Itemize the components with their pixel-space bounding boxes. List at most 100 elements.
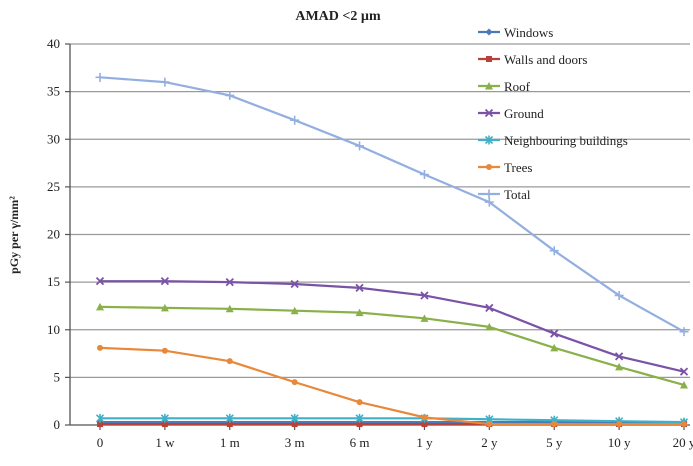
data-point — [160, 413, 169, 423]
legend-swatch-marker — [485, 82, 493, 90]
x-tick-label: 3 m — [285, 435, 305, 450]
y-tick-label: 5 — [54, 369, 61, 384]
series-layer — [95, 72, 689, 428]
data-point — [97, 421, 103, 428]
data-point — [485, 303, 494, 312]
legend-swatch-marker — [484, 135, 494, 145]
data-point — [419, 169, 429, 179]
legend-swatch-marker — [486, 56, 492, 62]
x-tick-label: 0 — [97, 435, 104, 450]
data-point — [225, 304, 234, 313]
data-point — [225, 90, 235, 100]
data-point — [290, 115, 300, 125]
legend-label: Trees — [504, 160, 532, 175]
data-point — [614, 290, 624, 300]
legend-item: Ground — [478, 106, 544, 121]
data-point — [161, 347, 168, 354]
y-tick-label: 0 — [54, 417, 61, 432]
grid-layer — [70, 43, 690, 379]
series-roof — [96, 302, 688, 389]
data-point — [681, 421, 687, 428]
y-tick-label: 25 — [47, 179, 60, 194]
data-point — [680, 380, 688, 389]
y-axis-label: pGy per γ/mm² — [7, 196, 21, 274]
y-tick-label: 20 — [47, 227, 60, 242]
data-point — [485, 322, 494, 331]
data-point — [484, 197, 494, 207]
data-point — [355, 141, 365, 151]
data-point — [421, 414, 428, 421]
legend-item: Windows — [478, 25, 553, 40]
x-tick-label: 10 y — [608, 435, 631, 450]
series-line — [99, 76, 685, 333]
x-tick-label: 1 w — [155, 435, 175, 450]
y-tick-label: 15 — [47, 274, 60, 289]
data-point — [549, 246, 559, 256]
x-tick-label: 1 y — [416, 435, 433, 450]
series-line — [99, 305, 685, 387]
data-point — [160, 277, 170, 286]
legend-item: Neighbouring buildings — [478, 133, 628, 148]
data-point — [95, 72, 105, 82]
legend-swatch-marker — [485, 28, 493, 36]
series-total — [95, 72, 689, 337]
data-point — [679, 367, 689, 376]
data-point — [96, 302, 104, 311]
data-point — [550, 343, 559, 352]
legend-item: Total — [478, 187, 531, 202]
data-point — [225, 413, 234, 423]
legend-label: Roof — [504, 79, 531, 94]
x-tick-label: 20 y — [673, 435, 693, 450]
chart-title: AMAD <2 µm — [295, 9, 381, 24]
data-point — [95, 277, 105, 286]
data-point — [355, 413, 364, 423]
data-point — [420, 291, 429, 300]
data-point — [95, 413, 105, 423]
data-point — [225, 277, 234, 287]
legend-label: Walls and doors — [504, 52, 587, 67]
legend-item: Trees — [478, 160, 532, 175]
data-point — [226, 358, 233, 365]
data-point — [355, 308, 364, 317]
legend-item: Walls and doors — [478, 52, 587, 67]
data-point — [355, 283, 364, 292]
x-tick-label: 1 m — [220, 435, 240, 450]
data-point — [550, 329, 559, 338]
y-tick-label: 35 — [47, 84, 60, 99]
legend-swatch-marker — [484, 108, 494, 118]
series-line — [99, 346, 684, 426]
data-point — [291, 379, 298, 386]
data-point — [160, 303, 169, 312]
data-point — [615, 362, 624, 371]
data-point — [551, 421, 558, 428]
legend-swatch-marker — [486, 164, 492, 170]
legend: Windows Walls and doors Roof Ground Neighbou… — [478, 25, 628, 202]
legend-label: Ground — [504, 106, 544, 121]
data-point — [226, 421, 233, 428]
legend-label: Neighbouring buildings — [504, 133, 628, 148]
data-point — [486, 421, 493, 428]
series-line — [100, 417, 685, 424]
x-tick-label: 2 y — [481, 435, 498, 450]
series-line — [100, 280, 685, 373]
data-point — [290, 413, 299, 423]
data-point — [356, 399, 363, 406]
data-point — [97, 344, 103, 351]
axis-layer: 0 5 10 15 20 25 30 35 40 0 1 w 1 m 3 m 6 m 1 y 2 y 5 y 10… — [47, 36, 693, 450]
series-ground — [95, 277, 689, 376]
data-point — [290, 306, 299, 315]
data-point — [160, 77, 170, 87]
data-point — [161, 421, 168, 428]
series-trees — [97, 344, 687, 428]
x-tick-label: 5 y — [546, 435, 563, 450]
legend-label: Total — [504, 187, 531, 202]
y-tick-label: 40 — [47, 36, 60, 51]
data-point — [616, 421, 623, 428]
data-point — [290, 279, 299, 289]
data-point — [420, 314, 429, 322]
data-point — [679, 327, 689, 337]
legend-swatch-marker — [484, 189, 494, 199]
legend-item: Roof — [478, 79, 531, 94]
